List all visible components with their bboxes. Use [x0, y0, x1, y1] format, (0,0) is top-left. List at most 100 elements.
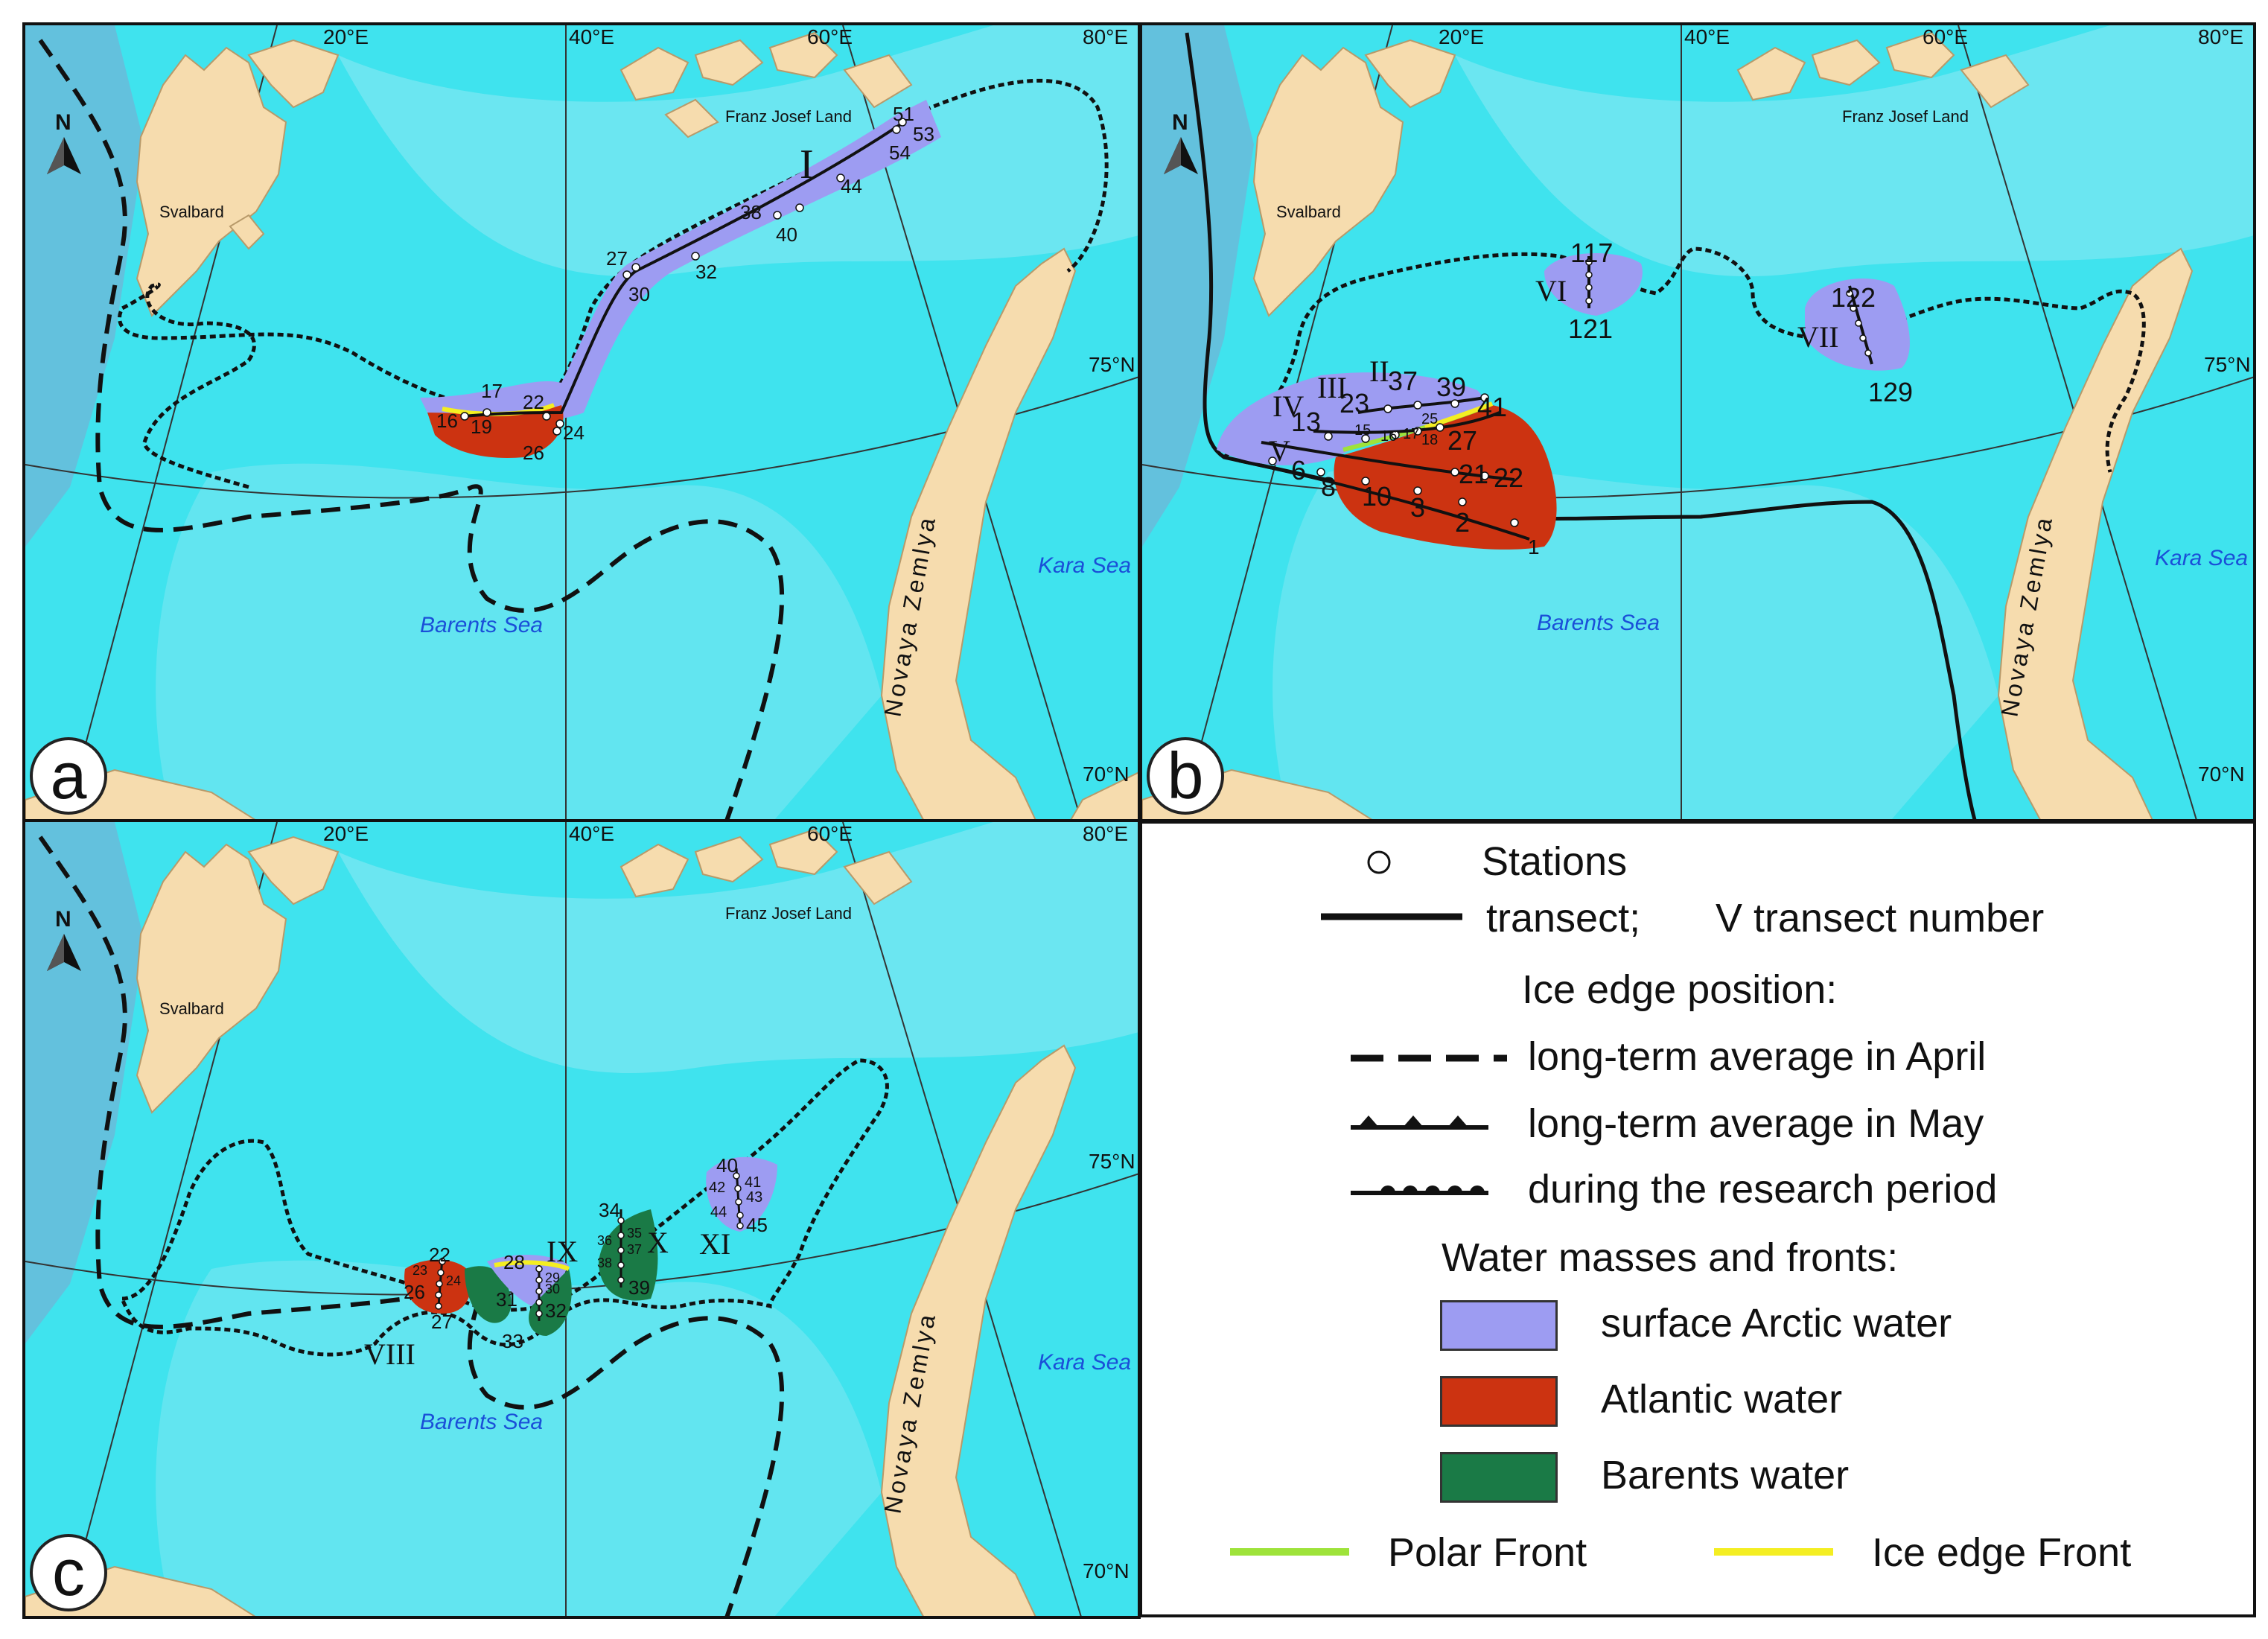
transect-number: III	[1317, 371, 1347, 404]
svalbard-land	[136, 46, 287, 317]
transect-line-icon	[1321, 913, 1462, 920]
fjl-label: Franz Josef Land	[725, 107, 852, 126]
station-label: 45	[746, 1214, 768, 1236]
lon-label: 80°E	[2198, 25, 2243, 48]
north-label: N	[55, 907, 71, 932]
ice-front-icon	[1714, 1548, 1833, 1556]
kara-sea-label: Kara Sea	[1038, 553, 1131, 578]
station-label: 22	[429, 1244, 450, 1266]
ice-edge-front	[494, 1260, 570, 1271]
atlantic-swatch	[1440, 1376, 1558, 1427]
station-label: 30	[628, 283, 650, 305]
panel-a-map: 16 17 19 22 24 26 27 30 32 38 40 44 51 5…	[25, 25, 1138, 819]
svalbard-land	[229, 214, 265, 250]
svalbard-land	[136, 843, 287, 1114]
novaya-zemlya-land	[880, 247, 1077, 819]
panel-letter: a	[30, 737, 107, 815]
panel-letter: c	[30, 1534, 107, 1611]
graticule-labels: 20°E 40°E 60°E 80°E 75°N 70°N	[1439, 25, 2251, 786]
may-edge-icon	[1351, 1116, 1488, 1130]
station-label: 37	[1388, 366, 1418, 396]
station-label: 26	[523, 442, 544, 464]
transect-number: IX	[547, 1235, 578, 1268]
legend-ice-front: Ice edge Front	[1872, 1530, 2132, 1575]
novaya-zemlya-land	[1997, 247, 2194, 819]
franz-josef-land	[619, 31, 913, 139]
panel-c-map: 22 23 24 26 27 28 29 30 31 32 33 34 35 3…	[25, 822, 1138, 1616]
fjl-label: Franz Josef Land	[1842, 107, 1969, 126]
shelf-water	[156, 1260, 882, 1616]
station-label: 44	[710, 1204, 727, 1221]
station-label: 43	[746, 1189, 762, 1206]
lat-label: 75°N	[1089, 1150, 1135, 1173]
barents-swatch	[1440, 1452, 1558, 1503]
barents-water	[465, 1266, 512, 1323]
station-label: 35	[627, 1226, 642, 1241]
station-label: 27	[431, 1311, 453, 1333]
legend-panel: Stations transect; V transect number Ice…	[1139, 821, 2256, 1617]
mainland	[1070, 771, 1138, 819]
station-label: 53	[913, 123, 934, 145]
lon-label: 40°E	[569, 25, 614, 48]
novaya-zemlya-land	[880, 1044, 1077, 1616]
station-label: 38	[597, 1255, 612, 1270]
transect-numbers: VIII IX X XI	[364, 1226, 730, 1371]
deep-water	[25, 25, 144, 547]
kara-sea-label: Kara Sea	[2155, 546, 2248, 570]
kara-sea-label: Kara Sea	[1038, 1350, 1131, 1375]
station-label: 18	[1421, 432, 1438, 448]
station-label: 39	[1436, 372, 1466, 402]
shelf-water	[1272, 463, 1998, 819]
station-labels: 16 17 19 22 24 26 27 30 32 38 40 44 51 5…	[436, 103, 934, 464]
station-label: 16	[436, 410, 458, 432]
ice-edge-research	[1223, 246, 2146, 473]
svalbard-label: Svalbard	[159, 999, 224, 1018]
polar-front-icon	[1230, 1548, 1349, 1556]
ice-edge-april	[38, 39, 785, 819]
station-label: 32	[545, 1299, 567, 1322]
lon-label: 20°E	[323, 822, 369, 845]
franz-josef-land	[619, 828, 913, 906]
station-label: 40	[716, 1154, 738, 1177]
svalbard-label: Svalbard	[159, 203, 224, 221]
research-edge-icon	[1351, 1186, 1488, 1195]
ice-edge-april	[38, 836, 785, 1616]
shelf-water	[156, 463, 882, 819]
station-label: 25	[1421, 411, 1438, 427]
svalbard-label: Svalbard	[1276, 203, 1341, 221]
lon-label: 40°E	[569, 822, 614, 845]
station-label: 16	[1380, 428, 1397, 445]
lat-label: 75°N	[1089, 353, 1135, 376]
legend-water-heading: Water masses and fronts:	[1442, 1235, 1899, 1280]
station-label: 19	[471, 416, 492, 438]
north-arrow-icon: N	[47, 907, 81, 971]
station-label: 41	[745, 1174, 761, 1191]
lat-label: 70°N	[1083, 1559, 1130, 1582]
station-label: 121	[1568, 314, 1613, 344]
station-label: 44	[841, 175, 862, 197]
station-label: 38	[740, 201, 762, 223]
station-label: 26	[404, 1281, 425, 1303]
station-label: 1	[1528, 535, 1540, 558]
station-labels: 117 121 122 129 37 39 41 23 13 25 27 15 …	[1291, 238, 1913, 558]
station-label: 51	[893, 103, 914, 125]
graticule-labels: 20°E 40°E 60°E 80°E 75°N 70°N	[323, 25, 1135, 786]
transect-number: XI	[699, 1227, 730, 1261]
shelf-water	[338, 822, 1138, 1074]
station-label: 27	[606, 247, 628, 270]
panel-c: 22 23 24 26 27 28 29 30 31 32 33 34 35 3…	[22, 819, 1141, 1619]
station-label: 23	[412, 1263, 427, 1278]
station-label: 28	[503, 1251, 525, 1273]
station-label: 31	[496, 1288, 517, 1311]
panel-a: 16 17 19 22 24 26 27 30 32 38 40 44 51 5…	[22, 22, 1141, 822]
fjl-label: Franz Josef Land	[725, 904, 852, 923]
transect-numbers: II III IV V VI VII	[1269, 274, 1839, 468]
arctic-swatch	[1440, 1300, 1558, 1351]
lon-label: 60°E	[807, 25, 853, 48]
svalbard-land	[247, 836, 340, 906]
station-label: 30	[545, 1282, 560, 1296]
station-label: 122	[1831, 282, 1876, 313]
graticule-labels: 20°E 40°E 60°E 80°E 75°N 70°N	[323, 822, 1135, 1582]
station-label: 22	[523, 391, 544, 413]
